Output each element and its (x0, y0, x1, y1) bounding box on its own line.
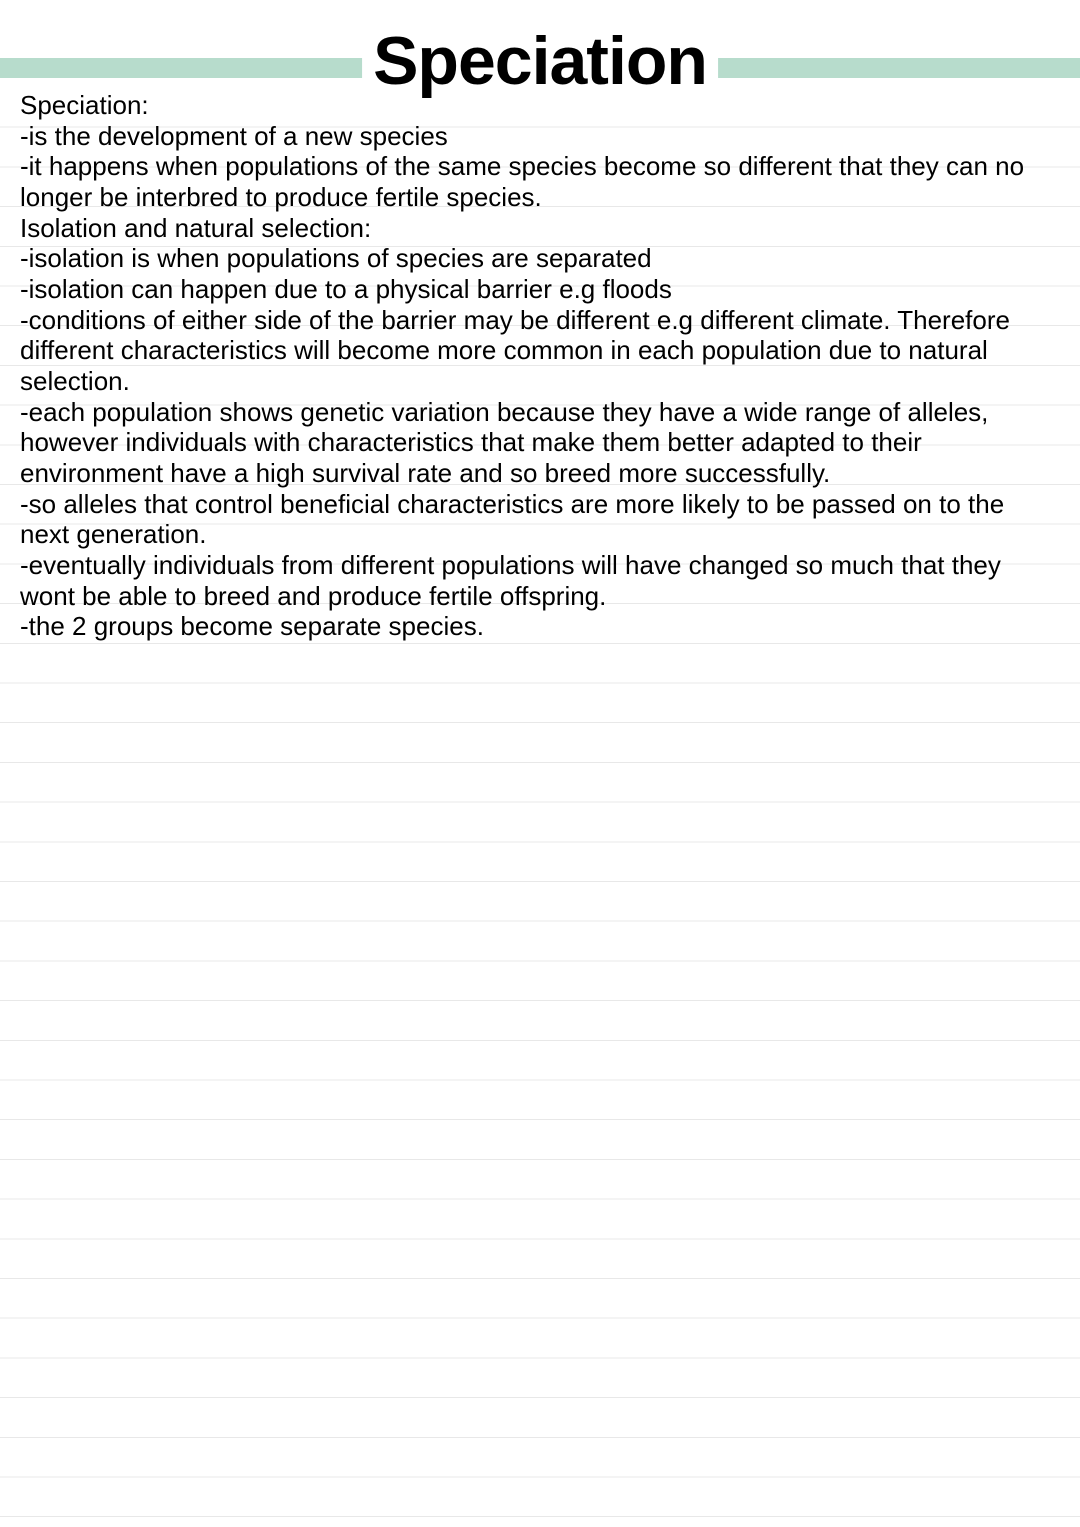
text-line: -it happens when populations of the same… (20, 151, 1060, 212)
text-line: -is the development of a new species (20, 121, 1060, 152)
document-body: Speciation: -is the development of a new… (20, 90, 1060, 642)
text-line: -isolation can happen due to a physical … (20, 274, 1060, 305)
text-line: -so alleles that control beneficial char… (20, 489, 1060, 550)
text-line: -conditions of either side of the barrie… (20, 305, 1060, 397)
text-line: Isolation and natural selection: (20, 213, 1060, 244)
text-line: -each population shows genetic variation… (20, 397, 1060, 489)
text-line: Speciation: (20, 90, 1060, 121)
text-line: -eventually individuals from different p… (20, 550, 1060, 611)
text-line: -the 2 groups become separate species. (20, 611, 1060, 642)
page-title: Speciation (0, 22, 1080, 100)
text-line: -isolation is when populations of specie… (20, 243, 1060, 274)
